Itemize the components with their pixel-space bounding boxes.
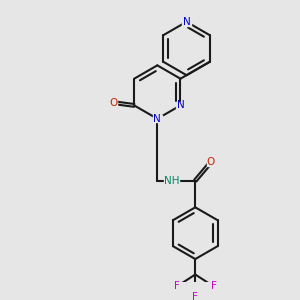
Bar bbox=[191, 293, 199, 300]
Bar bbox=[210, 283, 218, 290]
Text: NH: NH bbox=[164, 176, 179, 186]
Bar bbox=[164, 176, 179, 185]
Text: O: O bbox=[109, 98, 117, 108]
Bar bbox=[109, 99, 117, 106]
Bar bbox=[182, 18, 191, 26]
Text: N: N bbox=[183, 17, 190, 27]
Text: F: F bbox=[211, 281, 217, 291]
Bar bbox=[176, 102, 185, 109]
Text: N: N bbox=[177, 100, 184, 110]
Text: F: F bbox=[192, 292, 198, 300]
Text: F: F bbox=[174, 281, 180, 291]
Bar bbox=[153, 115, 161, 122]
Text: O: O bbox=[207, 157, 215, 167]
Bar bbox=[206, 159, 215, 166]
Text: N: N bbox=[154, 114, 161, 124]
Bar bbox=[173, 283, 181, 290]
